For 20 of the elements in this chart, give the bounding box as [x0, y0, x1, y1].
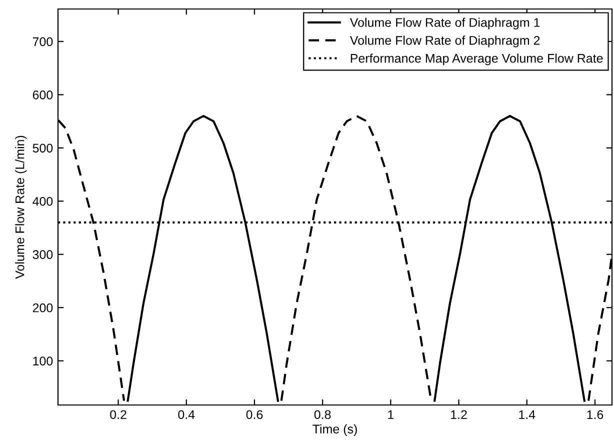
y-tick-label: 200: [32, 303, 53, 312]
legend-label: Volume Flow Rate of Diaphragm 2: [350, 36, 540, 48]
y-tick-label: 500: [32, 144, 53, 153]
x-tick-label: 0.2: [110, 410, 126, 420]
y-tick-label: 300: [32, 250, 53, 260]
x-tick-label: 0.6: [246, 410, 263, 420]
x-tick-label: 1: [388, 410, 394, 419]
legend-label: Performance Map Average Volume Flow Rate: [350, 54, 603, 66]
y-tick-label: 700: [32, 37, 53, 46]
x-axis-title: Time (s): [312, 424, 357, 436]
y-tick-label: 100: [33, 356, 53, 366]
x-tick-label: 0.8: [314, 410, 331, 420]
legend-label: Volume Flow Rate of Diaphragm 1: [350, 18, 540, 30]
x-tick-label: 1.4: [519, 410, 536, 419]
y-tick-label: 600: [32, 90, 53, 100]
y-tick-label: 400: [32, 196, 53, 206]
x-tick-label: 1.6: [587, 410, 604, 420]
y-axis-title: Volume Flow Rate (L/min): [15, 136, 27, 279]
x-tick-label: 1.2: [451, 410, 467, 419]
x-tick-label: 0.4: [178, 410, 195, 420]
